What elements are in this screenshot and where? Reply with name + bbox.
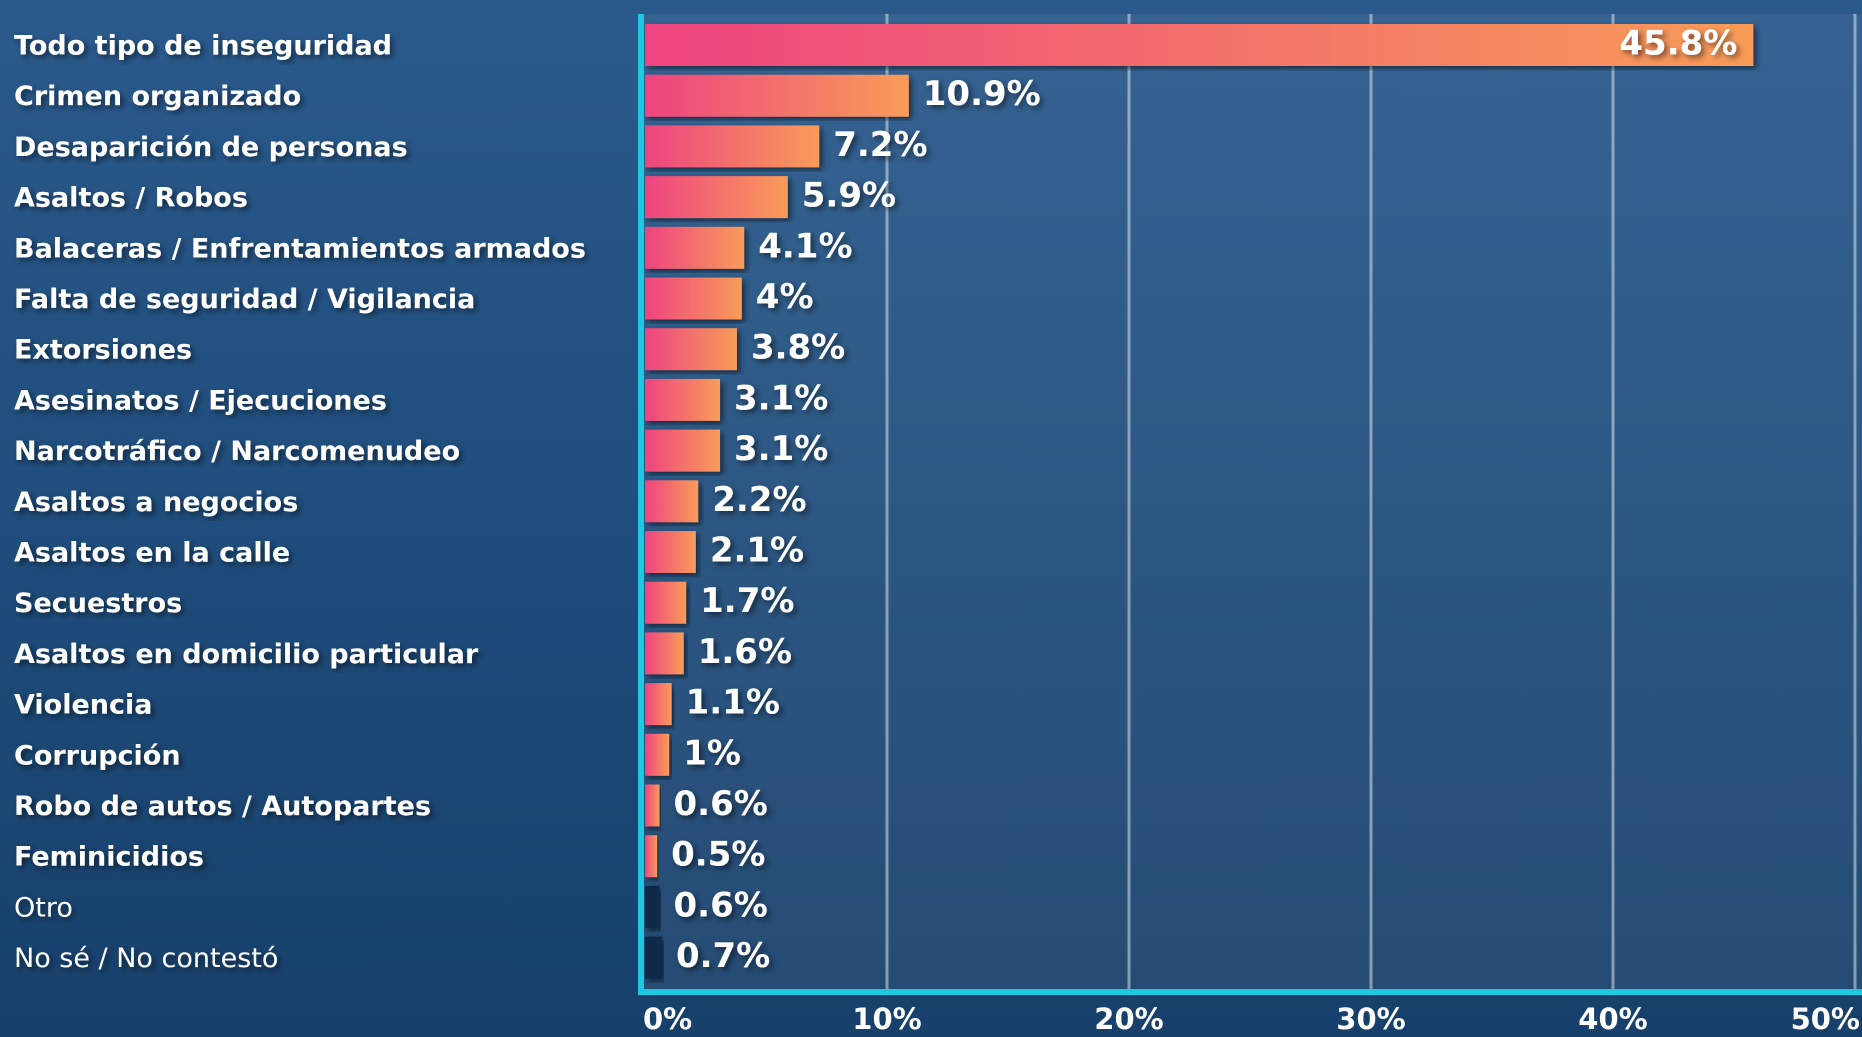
category-label: Asaltos / Robos xyxy=(14,183,248,214)
value-label: 10.9% xyxy=(923,74,1041,114)
value-label: 1.7% xyxy=(700,581,794,621)
bar xyxy=(645,74,909,117)
value-label: 1.6% xyxy=(698,632,792,672)
category-label: Todo tipo de inseguridad xyxy=(14,31,392,62)
bar xyxy=(645,277,742,320)
category-label: Asesinatos / Ejecuciones xyxy=(14,385,387,416)
category-label: Secuestros xyxy=(14,588,182,619)
x-tick-label: 10% xyxy=(852,1002,921,1036)
value-label: 0.6% xyxy=(674,885,768,925)
value-label: 4% xyxy=(756,277,814,317)
value-label: 0.6% xyxy=(674,784,768,824)
category-label: Crimen organizado xyxy=(14,81,301,112)
category-label: Corrupción xyxy=(14,740,181,771)
value-label: 0.5% xyxy=(671,835,765,875)
category-label: Balaceras / Enfrentamientos armados xyxy=(14,233,586,264)
bar xyxy=(645,378,721,421)
category-label: Falta de seguridad / Vigilancia xyxy=(14,284,475,315)
category-label: Asaltos a negocios xyxy=(14,487,298,518)
x-tick-label: 50% xyxy=(1791,1002,1860,1036)
bar xyxy=(645,784,660,827)
category-label: Otro xyxy=(14,892,73,923)
bar xyxy=(645,328,737,371)
value-label: 3.1% xyxy=(734,429,828,469)
value-label: 1% xyxy=(683,733,741,773)
bar xyxy=(645,835,658,878)
plot-area xyxy=(641,14,1862,992)
value-label: 2.2% xyxy=(712,480,806,520)
category-label: No sé / No contestó xyxy=(14,943,278,974)
value-label: 1.1% xyxy=(686,683,780,723)
category-label: Extorsiones xyxy=(14,335,192,366)
bar xyxy=(645,683,672,726)
value-label: 7.2% xyxy=(833,125,927,165)
x-tick-label: 30% xyxy=(1336,1002,1405,1036)
bar xyxy=(645,176,788,219)
x-tick-label: 0% xyxy=(643,1002,692,1036)
bar xyxy=(645,936,662,979)
value-label: 5.9% xyxy=(802,176,896,216)
category-label: Feminicidios xyxy=(14,842,204,873)
bar xyxy=(645,581,687,624)
value-label: 3.1% xyxy=(734,378,828,418)
value-label: 4.1% xyxy=(758,226,852,266)
x-tick-label: 20% xyxy=(1094,1002,1163,1036)
bar xyxy=(645,480,699,523)
category-label: Desaparición de personas xyxy=(14,132,408,163)
bar xyxy=(645,429,721,472)
bar xyxy=(645,24,1754,66)
bar xyxy=(645,885,660,928)
x-tick-label: 40% xyxy=(1578,1002,1647,1036)
bar xyxy=(645,733,670,776)
category-label: Asaltos en la calle xyxy=(14,538,290,569)
value-label: 2.1% xyxy=(710,531,804,571)
category-label: Narcotráfico / Narcomenudeo xyxy=(14,436,460,467)
bar xyxy=(645,531,696,573)
bar xyxy=(645,226,745,269)
value-label: 0.7% xyxy=(676,936,770,976)
category-label: Robo de autos / Autopartes xyxy=(14,791,431,822)
value-label: 3.8% xyxy=(751,328,845,368)
category-label: Violencia xyxy=(14,690,153,721)
value-label: 45.8% xyxy=(1619,24,1737,64)
category-label: Asaltos en domicilio particular xyxy=(14,639,479,670)
bar xyxy=(645,125,820,168)
bar xyxy=(645,632,684,675)
